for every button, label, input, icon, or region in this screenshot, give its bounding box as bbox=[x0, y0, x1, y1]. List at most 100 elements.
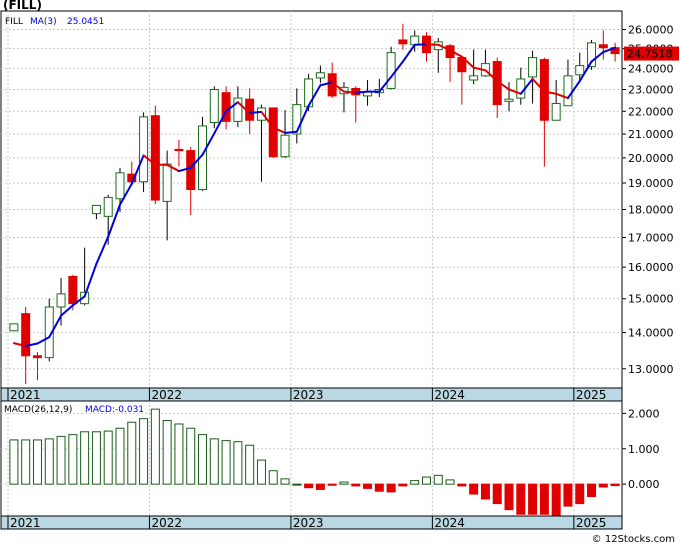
x-tick-label: 2024 bbox=[434, 516, 465, 530]
price-y-tick-label: 13.0000 bbox=[628, 363, 674, 376]
macd-bar bbox=[446, 480, 454, 484]
candle bbox=[151, 106, 159, 204]
macd-bar bbox=[234, 442, 242, 484]
macd-bar bbox=[69, 435, 77, 485]
candle-body bbox=[33, 356, 41, 358]
price-y-tick-label: 19.0000 bbox=[628, 177, 674, 190]
candle-body bbox=[316, 73, 324, 78]
price-y-tick-label: 14.0000 bbox=[628, 327, 674, 340]
macd-bar bbox=[316, 484, 324, 489]
candle-body bbox=[552, 104, 560, 121]
candle bbox=[210, 86, 218, 128]
x-tick-label: 2024 bbox=[434, 388, 465, 402]
price-legend: FILL MA(3) 25.0451 bbox=[5, 17, 104, 27]
credit-text: © 12Stocks.com bbox=[592, 534, 675, 545]
candle-body bbox=[140, 117, 148, 182]
macd-bar bbox=[599, 484, 607, 487]
last-price-label: 24.7518 bbox=[627, 48, 673, 61]
macd-bar bbox=[422, 477, 430, 484]
candle-body bbox=[599, 45, 607, 48]
candle-body bbox=[69, 276, 77, 303]
candle-body bbox=[269, 108, 277, 157]
macd-bar bbox=[540, 484, 548, 514]
macd-bar bbox=[45, 439, 53, 484]
candle-body bbox=[187, 151, 195, 190]
macd-bar bbox=[199, 435, 207, 485]
macd-bar bbox=[281, 479, 289, 484]
macd-bar bbox=[470, 484, 478, 494]
macd-bar bbox=[352, 484, 360, 486]
macd-y-axis: 2.000 1.000 0.000 bbox=[622, 407, 660, 491]
x-tick-label: 2021 bbox=[10, 388, 41, 402]
macd-bar bbox=[611, 484, 619, 485]
macd-y-tick-label: 1.000 bbox=[628, 443, 660, 456]
macd-y-tick-label: 0.000 bbox=[628, 478, 660, 491]
macd-bar bbox=[481, 484, 489, 499]
x-tick-label: 2023 bbox=[293, 388, 324, 402]
candle bbox=[269, 108, 277, 158]
macd-bar bbox=[458, 484, 466, 486]
candle-body bbox=[163, 164, 171, 201]
macd-bar bbox=[399, 484, 407, 486]
candle-body bbox=[517, 79, 525, 98]
macd-bar bbox=[246, 445, 254, 484]
ticker-title: (FILL) bbox=[3, 0, 42, 12]
macd-legend-label: MACD(26,12,9) bbox=[4, 405, 72, 415]
macd-bar bbox=[33, 440, 41, 484]
candle-body bbox=[411, 36, 419, 45]
macd-bar bbox=[505, 484, 513, 509]
candle-body bbox=[10, 324, 18, 331]
macd-bar bbox=[576, 484, 584, 503]
macd-bar bbox=[175, 424, 183, 484]
ma-segment bbox=[356, 92, 368, 93]
candle-body bbox=[116, 173, 124, 199]
macd-bar bbox=[434, 475, 442, 484]
macd-bar bbox=[588, 484, 596, 496]
candle-body bbox=[576, 66, 584, 75]
candle-body bbox=[210, 89, 218, 122]
candle-body bbox=[399, 40, 407, 44]
macd-legend-value: MACD:-0.031 bbox=[85, 405, 144, 415]
candle-body bbox=[505, 99, 513, 101]
candle-body bbox=[92, 205, 100, 213]
macd-bar bbox=[222, 441, 230, 485]
macd-bar bbox=[163, 420, 171, 484]
price-y-axis: 26.000025.000024.000023.000022.000021.00… bbox=[622, 23, 679, 375]
macd-bar bbox=[128, 422, 136, 484]
x-tick-label: 2025 bbox=[576, 516, 607, 530]
macd-bar bbox=[57, 436, 65, 484]
ma-segment bbox=[344, 92, 356, 93]
x-tick-label: 2021 bbox=[10, 516, 41, 530]
macd-bar bbox=[140, 419, 148, 484]
macd-bar bbox=[552, 484, 560, 515]
candle-body bbox=[281, 135, 289, 156]
macd-bar bbox=[92, 432, 100, 484]
price-y-tick-label: 21.0000 bbox=[628, 128, 674, 141]
macd-bar bbox=[269, 471, 277, 484]
macd-bar bbox=[375, 484, 383, 491]
candle-body bbox=[387, 53, 395, 89]
price-y-tick-label: 15.0000 bbox=[628, 293, 674, 306]
candle-body bbox=[564, 76, 572, 106]
price-y-tick-label: 18.0000 bbox=[628, 203, 674, 216]
macd-bar bbox=[328, 484, 336, 485]
macd-bar bbox=[364, 484, 372, 488]
candle-body bbox=[529, 58, 537, 77]
macd-bar bbox=[564, 484, 572, 506]
macd-bar bbox=[305, 484, 313, 488]
price-y-tick-label: 26.0000 bbox=[628, 23, 674, 36]
price-y-tick-label: 23.0000 bbox=[628, 83, 674, 96]
x-tick-label: 2022 bbox=[151, 388, 182, 402]
macd-bar bbox=[493, 484, 501, 503]
candle bbox=[387, 47, 395, 90]
candle-body bbox=[470, 76, 478, 80]
price-y-tick-label: 16.0000 bbox=[628, 261, 674, 274]
price-y-tick-label: 17.0000 bbox=[628, 231, 674, 244]
macd-bar bbox=[104, 431, 112, 484]
legend-symbol: FILL bbox=[5, 17, 23, 27]
macd-y-tick-label: 2.000 bbox=[628, 407, 660, 420]
candle-body bbox=[22, 314, 30, 356]
macd-bar bbox=[411, 481, 419, 485]
x-tick-label: 2025 bbox=[576, 388, 607, 402]
